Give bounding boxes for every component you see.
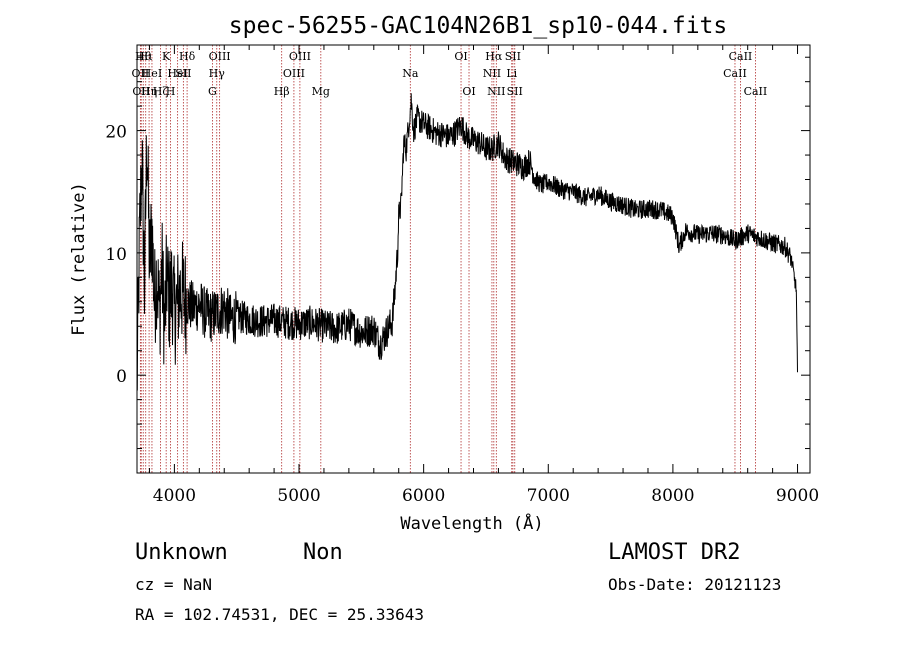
- line-label-19: Na: [402, 67, 419, 80]
- line-label-28: CaII: [723, 67, 747, 80]
- line-label-13: Hγ: [209, 67, 226, 80]
- redshift-label: cz = NaN: [135, 575, 212, 594]
- spectral-line-labels: OIIOIIHθHιHηHeIHζKHHeISIIHδGHγOIIIHβOIII…: [132, 50, 768, 98]
- line-label-3: Hι: [139, 50, 153, 63]
- line-label-30: CaII: [744, 85, 768, 98]
- x-axis-label: Wavelength (Å): [400, 512, 543, 534]
- chart-title: spec-56255-GAC104N26B1_sp10-044.fits: [229, 13, 728, 39]
- x-tick-label-5: 9000: [776, 486, 819, 506]
- line-label-12: G: [208, 85, 217, 98]
- line-label-21: OI: [462, 85, 475, 98]
- line-label-9: HeI: [167, 67, 187, 80]
- line-label-27: SII: [507, 85, 523, 98]
- x-tick-label-3: 7000: [527, 486, 570, 506]
- line-label-10: SII: [175, 67, 191, 80]
- line-label-14: OIII: [209, 50, 231, 63]
- subclass-label: Non: [303, 540, 343, 565]
- y-axis-label: Flux (relative): [69, 182, 89, 336]
- line-label-22: NII: [483, 67, 501, 80]
- line-label-25: Li: [506, 67, 517, 80]
- line-label-16: OIII: [283, 67, 305, 80]
- line-label-18: Mg: [312, 85, 330, 98]
- class-label: Unknown: [135, 540, 228, 565]
- plot-frame: [136, 44, 811, 474]
- x-tick-label-1: 5000: [277, 486, 320, 506]
- line-label-29: CaII: [729, 50, 753, 63]
- line-label-0: OII: [132, 67, 150, 80]
- coords-label: RA = 102.74531, DEC = 25.33643: [135, 605, 424, 624]
- x-tick-label-2: 6000: [402, 486, 445, 506]
- line-label-7: K: [162, 50, 171, 63]
- x-tick-label-4: 8000: [651, 486, 694, 506]
- line-label-24: NII: [487, 85, 505, 98]
- obs-date-label: Obs-Date: 20121123: [608, 575, 781, 594]
- y-tick-label-1: 10: [105, 245, 127, 265]
- line-label-26: SII: [505, 50, 521, 63]
- line-label-23: Hα: [485, 50, 503, 63]
- line-label-8: H: [166, 85, 176, 98]
- x-axis: 4000 5000 6000 7000 8000 9000: [148, 45, 819, 506]
- line-label-5: HeI: [142, 67, 162, 80]
- line-label-17: OIII: [289, 50, 311, 63]
- line-label-6: Hζ: [153, 85, 169, 98]
- x-tick-label-0: 4000: [153, 486, 196, 506]
- y-tick-label-0: 0: [116, 367, 127, 387]
- line-label-15: Hβ: [274, 85, 290, 98]
- spectral-line-markers: [139, 45, 756, 473]
- line-label-11: Hδ: [179, 50, 196, 63]
- y-tick-label-2: 20: [105, 123, 127, 143]
- line-label-20: OI: [454, 50, 467, 63]
- line-label-4: Hη: [141, 85, 157, 98]
- y-axis: 0 10 20: [105, 56, 810, 450]
- spectrum-series-line: [136, 93, 798, 391]
- survey-label: LAMOST DR2: [608, 540, 740, 565]
- line-label-2: Hθ: [135, 50, 152, 63]
